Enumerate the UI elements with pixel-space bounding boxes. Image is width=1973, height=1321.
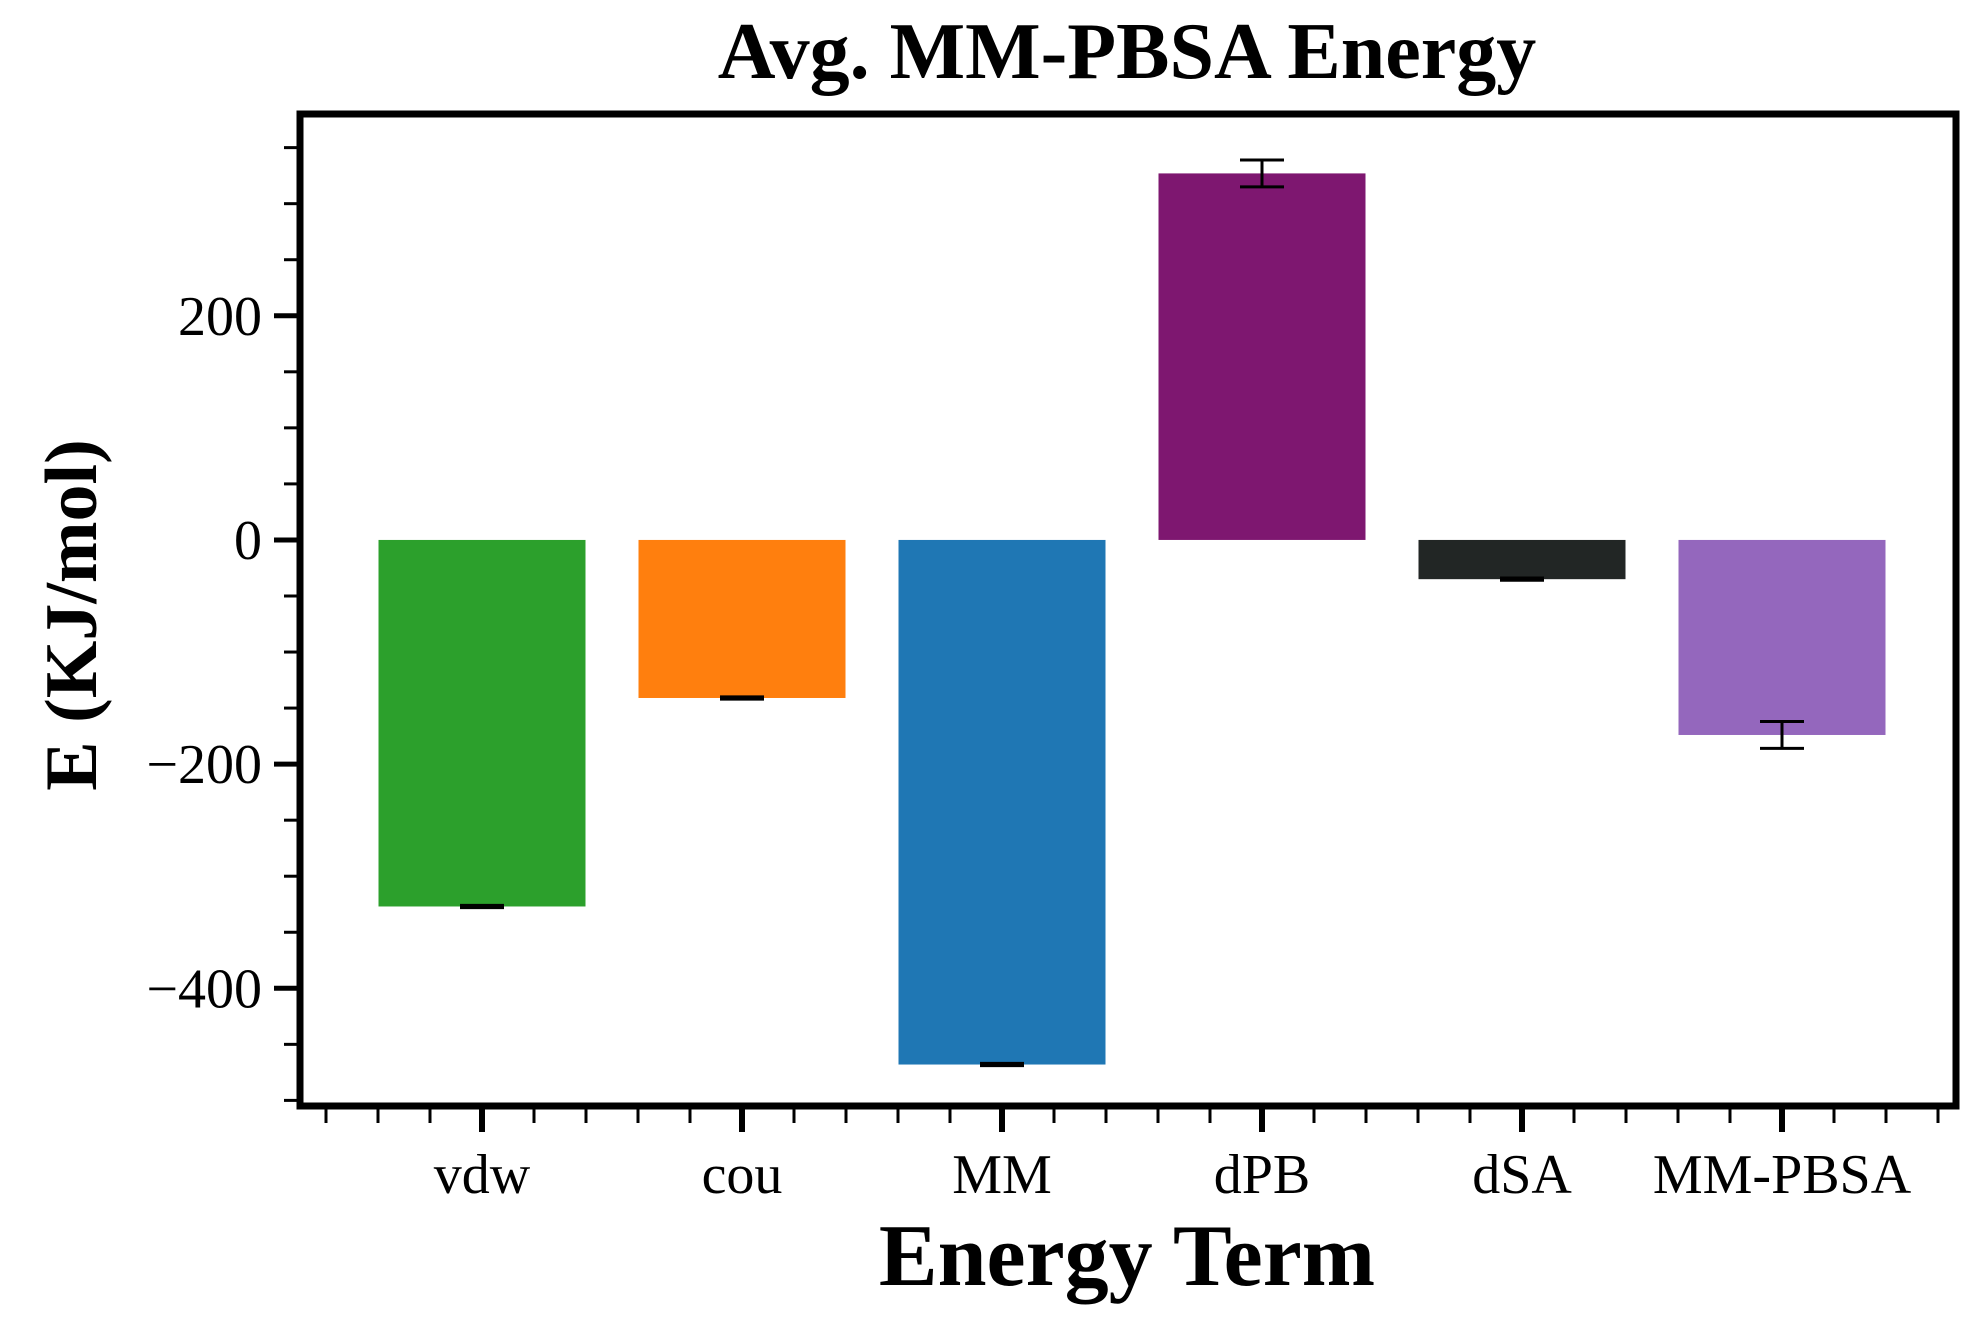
x-tick-label: cou <box>702 1144 783 1206</box>
x-axis-label: Energy Term <box>879 1208 1375 1305</box>
bar-vdw <box>378 539 586 907</box>
x-tick-label: dSA <box>1472 1144 1572 1206</box>
x-tick-label: MM-PBSA <box>1653 1144 1912 1206</box>
y-tick-label: −400 <box>146 958 262 1020</box>
y-tick-label: −200 <box>146 734 262 796</box>
bar-mm <box>898 539 1106 1065</box>
y-tick-label: 0 <box>234 510 262 572</box>
chart-title: Avg. MM-PBSA Energy <box>718 8 1536 96</box>
y-axis: −400 −200 0 200 <box>146 286 300 1020</box>
x-tick-label: MM <box>952 1144 1052 1206</box>
bar-dpb <box>1158 173 1366 540</box>
bar-mm-pbsa <box>1678 539 1886 735</box>
y-axis-label: E (KJ/mol) <box>31 439 113 790</box>
bar-dsa <box>1418 539 1626 580</box>
plot-frame <box>296 110 1960 1110</box>
y-tick-label: 200 <box>178 286 262 348</box>
bar-cou <box>638 539 846 698</box>
error-bars <box>460 158 1804 1068</box>
x-axis: vdw cou MM dPB dSA MM-PBSA <box>434 1106 1912 1206</box>
x-tick-label: dPB <box>1214 1144 1311 1206</box>
x-tick-label: vdw <box>434 1144 531 1206</box>
bars <box>378 173 1886 1065</box>
